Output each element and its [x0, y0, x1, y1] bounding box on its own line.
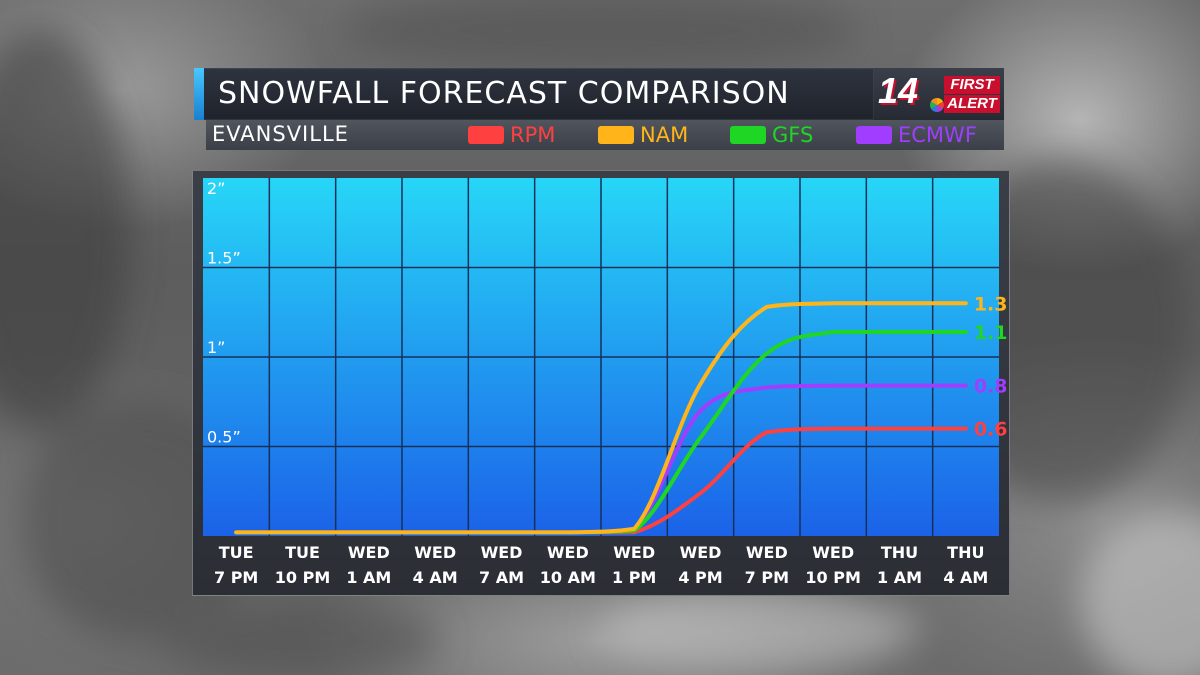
legend-label: ECMWF [898, 123, 977, 147]
legend-bar: EVANSVILLE RPM NAM GFS ECMWF [206, 120, 1004, 150]
x-tick-label: WED 1 PM [612, 543, 656, 587]
station-logo: 14 FIRST ALERT [874, 68, 1004, 120]
legend-label: GFS [772, 123, 814, 147]
end-label-ecmwf: 0.84” [974, 376, 1008, 398]
legend-label: NAM [640, 123, 689, 147]
snowfall-chart: 0.5” 1” 1.5” 2” TUE 7 PM TUE 10 PM WED 1 AM WED 4 A… [203, 178, 1008, 587]
y-tick-label: 1” [207, 338, 225, 357]
series-line-nam [234, 301, 968, 535]
legend-swatch [730, 126, 766, 144]
legend-swatch [856, 126, 892, 144]
x-tick-label: TUE 7 PM [214, 543, 258, 587]
y-tick-label: 2” [207, 179, 225, 198]
x-tick-label: WED 1 AM [346, 543, 391, 587]
title-accent [194, 68, 204, 120]
legend-swatch [598, 126, 634, 144]
x-tick-label: THU 4 AM [943, 543, 988, 587]
x-tick-label: WED 7 AM [479, 543, 524, 587]
x-tick-label: WED 4 AM [413, 543, 458, 587]
x-tick-label: THU 1 AM [877, 543, 922, 587]
location-label: EVANSVILLE [212, 122, 349, 146]
end-label-gfs: 1.14” [974, 322, 1008, 344]
legend-item-nam: NAM [598, 123, 688, 147]
logo-number: 14 [878, 70, 919, 111]
chart-title: SNOWFALL FORECAST COMPARISON [218, 76, 790, 111]
x-tick-label: WED 7 PM [745, 543, 789, 587]
x-tick-label: TUE 10 PM [275, 543, 330, 587]
end-label-rpm: 0.60” [974, 419, 1008, 441]
legend-item-rpm: RPM [468, 123, 555, 147]
logo-alert: ALERT [944, 95, 1000, 113]
y-tick-label: 1.5” [207, 249, 241, 268]
y-tick-label: 0.5” [207, 428, 241, 447]
title-bar: SNOWFALL FORECAST COMPARISON [194, 68, 874, 120]
x-tick-label: WED 10 AM [540, 543, 596, 587]
legend-item-ecmwf: ECMWF [856, 123, 977, 147]
legend-label: RPM [510, 123, 556, 147]
logo-first: FIRST [944, 76, 1000, 94]
end-label-nam: 1.30” [974, 293, 1008, 315]
peacock-icon [930, 98, 944, 112]
legend-item-gfs: GFS [730, 123, 813, 147]
legend-swatch [468, 126, 504, 144]
x-tick-label: WED 10 PM [805, 543, 860, 587]
x-tick-label: WED 4 PM [678, 543, 722, 587]
